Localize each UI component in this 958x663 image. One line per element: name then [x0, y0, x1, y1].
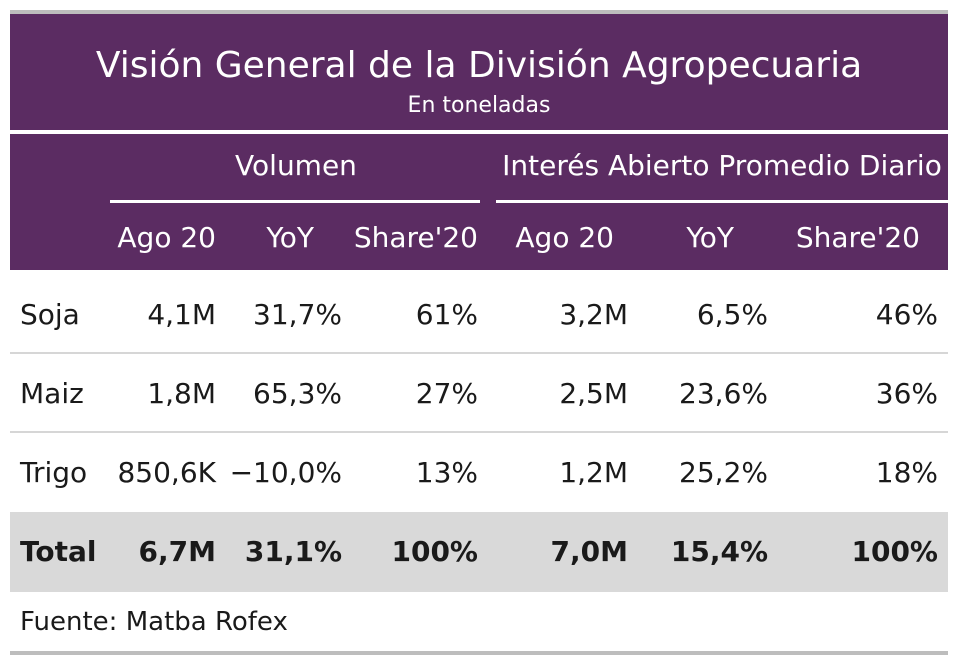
- cell-interes-yoy: 6,5%: [696, 298, 768, 331]
- cell-volumen-share: 100%: [391, 535, 478, 568]
- cell-interes-share: 36%: [875, 377, 938, 410]
- row-label: Soja: [20, 298, 80, 331]
- cell-volumen-share: 13%: [415, 456, 478, 489]
- table-row-total: Total 6,7M 31,1% 100% 7,0M 15,4% 100%: [10, 512, 948, 592]
- cell-volumen-ago20: 6,7M: [138, 535, 216, 568]
- row-divider: [10, 431, 948, 433]
- group-underline-volumen: [110, 200, 480, 203]
- col-header-interes-ago20: Ago 20: [515, 221, 614, 254]
- cell-interes-ago20: 7,0M: [550, 535, 628, 568]
- cell-volumen-share: 27%: [415, 377, 478, 410]
- col-header-volumen-share: Share'20: [353, 221, 478, 254]
- table-row-trigo: Trigo 850,6K −10,0% 13% 1,2M 25,2% 18%: [10, 434, 948, 512]
- cell-volumen-yoy: 31,1%: [244, 535, 342, 568]
- cell-volumen-yoy: −10,0%: [229, 456, 342, 489]
- col-header-volumen-ago20: Ago 20: [117, 221, 216, 254]
- group-header-volumen: Volumen: [235, 149, 357, 182]
- header-divider: [10, 130, 948, 134]
- cell-volumen-ago20: 4,1M: [147, 298, 216, 331]
- table-row-soja: Soja 4,1M 31,7% 61% 3,2M 6,5% 46%: [10, 276, 948, 354]
- cell-volumen-ago20: 850,6K: [117, 456, 216, 489]
- cell-interes-share: 46%: [875, 298, 938, 331]
- cell-interes-yoy: 15,4%: [670, 535, 768, 568]
- col-header-interes-share: Share'20: [795, 221, 920, 254]
- cell-interes-ago20: 2,5M: [559, 377, 628, 410]
- cell-interes-yoy: 25,2%: [679, 456, 768, 489]
- row-label: Trigo: [20, 456, 88, 489]
- cell-interes-ago20: 3,2M: [559, 298, 628, 331]
- cell-volumen-yoy: 65,3%: [253, 377, 342, 410]
- row-label: Maiz: [20, 377, 84, 410]
- col-header-volumen-yoy: YoY: [266, 221, 314, 254]
- table-title: Visión General de la División Agropecuar…: [95, 45, 863, 86]
- source-note: Fuente: Matba Rofex: [20, 607, 288, 637]
- row-label: Total: [20, 535, 97, 568]
- cell-volumen-yoy: 31,7%: [253, 298, 342, 331]
- cell-volumen-ago20: 1,8M: [147, 377, 216, 410]
- cell-interes-share: 100%: [851, 535, 938, 568]
- cell-interes-share: 18%: [875, 456, 938, 489]
- group-header-interes-abierto: Interés Abierto Promedio Diario: [502, 149, 942, 182]
- top-border: [10, 10, 948, 14]
- cell-interes-ago20: 1,2M: [559, 456, 628, 489]
- table-row-maiz: Maiz 1,8M 65,3% 27% 2,5M 23,6% 36%: [10, 355, 948, 433]
- table-header: Visión General de la División Agropecuar…: [10, 14, 948, 270]
- table-subtitle: En toneladas: [407, 93, 551, 118]
- row-divider: [10, 352, 948, 354]
- bottom-border: [10, 651, 948, 655]
- cell-interes-yoy: 23,6%: [679, 377, 768, 410]
- group-underline-interes-abierto: [496, 200, 948, 203]
- col-header-interes-yoy: YoY: [686, 221, 734, 254]
- cell-volumen-share: 61%: [415, 298, 478, 331]
